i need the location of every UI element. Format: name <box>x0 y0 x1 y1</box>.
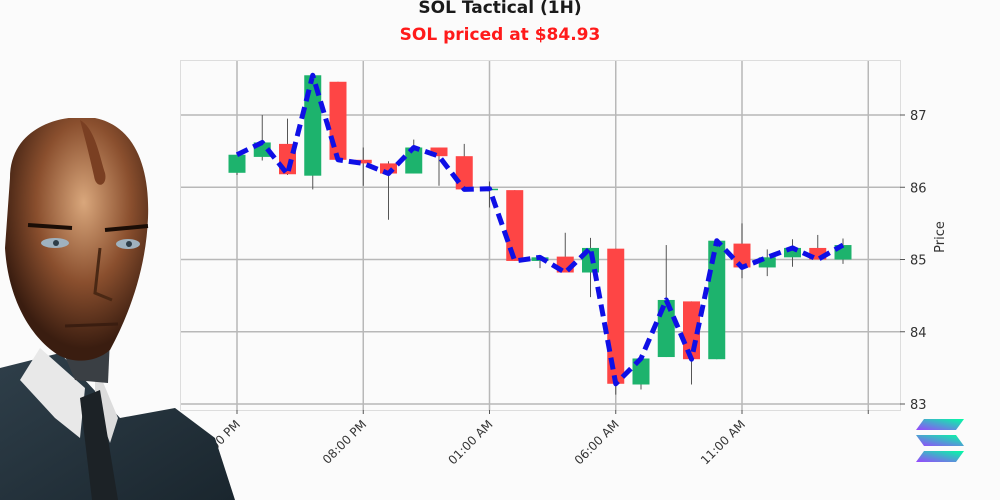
candle-up <box>228 154 246 175</box>
chart-subtitle: SOL priced at $84.93 <box>399 25 601 45</box>
y-tick-label: 86 <box>910 181 927 196</box>
plot-frame <box>180 60 901 411</box>
candle-down <box>354 147 372 186</box>
x-axis: 03:00 PM 08:00 PM 01:00 AM 06:00 AM 11:00 AM <box>194 410 869 467</box>
candles <box>228 73 852 395</box>
candle-up <box>758 249 776 277</box>
x-tick-label: 11:00 AM <box>698 417 748 467</box>
candle-down <box>607 248 625 395</box>
y-tick-label: 87 <box>910 109 927 124</box>
candle-down <box>809 234 827 260</box>
y-tick-label: 85 <box>910 254 927 269</box>
y-tick-label: 84 <box>910 326 927 341</box>
chart-title: SOL Tactical (1H) <box>418 0 582 18</box>
y-axis: 83 84 85 86 87 <box>900 109 927 413</box>
y-axis-label: Price <box>933 221 948 253</box>
candle-down <box>430 147 448 186</box>
robot-businessman-avatar <box>0 118 235 500</box>
x-tick-label: 01:00 AM <box>445 417 495 467</box>
solana-logo-icon <box>916 419 964 462</box>
x-tick-label: 08:00 PM <box>320 417 369 466</box>
y-tick-label: 83 <box>910 398 927 413</box>
close-price-line <box>235 72 845 387</box>
candle-up <box>405 139 423 174</box>
grid <box>181 61 900 410</box>
candle-down <box>329 81 347 160</box>
x-tick-label: 06:00 AM <box>572 417 622 467</box>
candle-down <box>733 223 751 279</box>
candle-down <box>506 190 524 261</box>
candle-up <box>784 239 801 267</box>
